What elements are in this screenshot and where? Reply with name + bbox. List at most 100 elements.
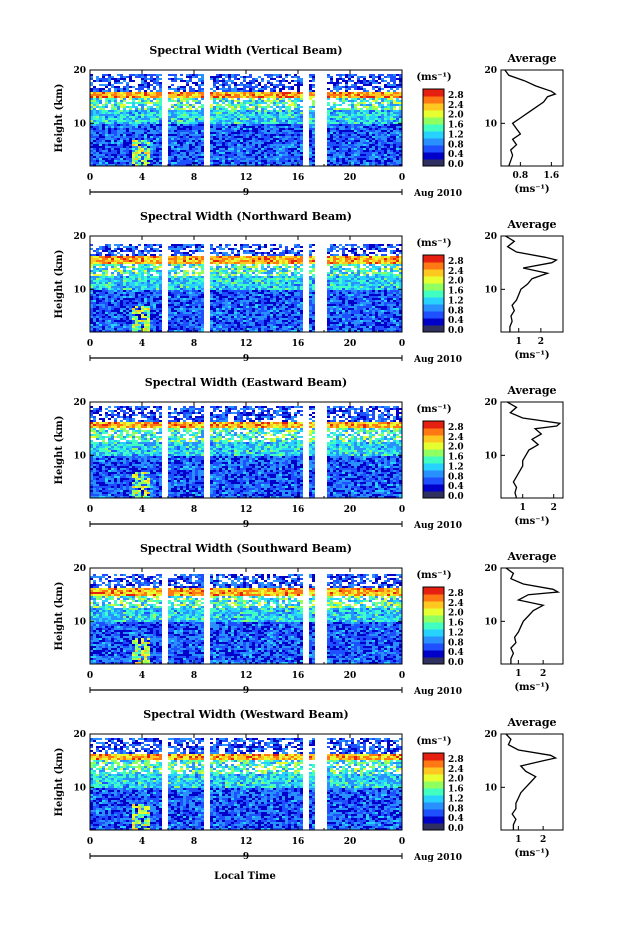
heatmap-cell <box>396 94 399 96</box>
heatmap-cell <box>156 280 159 282</box>
heatmap-cell <box>96 292 99 294</box>
heatmap-cell <box>216 130 219 132</box>
heatmap-cell <box>195 112 198 114</box>
heatmap-cell <box>219 160 222 162</box>
heatmap-cell <box>144 306 147 308</box>
heatmap-cell <box>396 78 399 80</box>
heatmap-cell <box>396 156 399 158</box>
heatmap-cell <box>342 114 345 116</box>
heatmap-cell <box>228 154 231 156</box>
heatmap-cell <box>99 108 102 110</box>
heatmap-cell <box>228 162 231 164</box>
heatmap-cell <box>294 132 297 134</box>
heatmap-cell <box>201 160 204 162</box>
heatmap-cell <box>288 160 291 162</box>
heatmap-cell <box>237 98 240 100</box>
heatmap-cell <box>249 148 252 150</box>
heatmap-cell <box>126 302 129 304</box>
heatmap-cell <box>255 102 258 104</box>
heatmap-cell <box>357 82 360 84</box>
heatmap-cell <box>354 82 357 84</box>
heatmap-cell <box>210 162 213 164</box>
heatmap-cell <box>102 308 105 310</box>
heatmap-cell <box>333 158 336 160</box>
heatmap-cell <box>126 262 129 264</box>
heatmap-cell <box>333 136 336 138</box>
heatmap-cell <box>246 148 249 150</box>
heatmap-cell <box>120 264 123 266</box>
heatmap-cell <box>114 128 117 130</box>
heatmap-cell <box>243 120 246 122</box>
heatmap-cell <box>393 82 396 84</box>
heatmap-cell <box>273 120 276 122</box>
heatmap-cell <box>297 158 300 160</box>
heatmap-cell <box>345 144 348 146</box>
heatmap-cell <box>396 100 399 102</box>
heatmap-cell <box>348 156 351 158</box>
heatmap-cell <box>252 94 255 96</box>
heatmap-cell <box>132 274 135 276</box>
heatmap-cell <box>177 144 180 146</box>
heatmap-cell <box>261 78 264 80</box>
heatmap-cell <box>108 248 111 250</box>
heatmap-cell <box>312 110 315 112</box>
heatmap-cell <box>159 326 162 328</box>
heatmap-cell <box>384 150 387 152</box>
heatmap-cell <box>126 272 129 274</box>
heatmap-cell <box>363 78 366 80</box>
heatmap-cell <box>96 326 99 328</box>
heatmap-cell <box>255 158 258 160</box>
heatmap-cell <box>198 130 201 132</box>
heatmap-cell <box>135 130 138 132</box>
heatmap-cell <box>384 106 387 108</box>
heatmap-cell <box>210 110 213 112</box>
heatmap-cell <box>372 114 375 116</box>
heatmap-cell <box>156 140 159 142</box>
heatmap-cell <box>138 138 141 140</box>
heatmap-cell <box>219 162 222 164</box>
heatmap-cell <box>153 152 156 154</box>
heatmap-cell <box>120 280 123 282</box>
heatmap-cell <box>309 94 312 96</box>
heatmap-cell <box>366 136 369 138</box>
heatmap-cell <box>168 278 171 280</box>
heatmap-cell <box>285 122 288 124</box>
heatmap-cell <box>387 154 390 156</box>
heatmap-cell <box>222 98 225 100</box>
heatmap-cell <box>93 278 96 280</box>
heatmap-cell <box>273 122 276 124</box>
heatmap-cell <box>261 146 264 148</box>
heatmap-cell <box>183 148 186 150</box>
heatmap-cell <box>258 118 261 120</box>
heatmap-cell <box>357 76 360 78</box>
heatmap-cell <box>111 84 114 86</box>
heatmap-cell <box>153 120 156 122</box>
heatmap-cell <box>186 154 189 156</box>
heatmap-cell <box>234 122 237 124</box>
heatmap-cell <box>168 324 171 326</box>
heatmap-cell <box>237 150 240 152</box>
heatmap-cell <box>171 88 174 90</box>
heatmap-cell <box>276 128 279 130</box>
heatmap-cell <box>147 246 150 248</box>
heatmap-cell <box>375 122 378 124</box>
heatmap-cell <box>372 120 375 122</box>
heatmap-cell <box>126 312 129 314</box>
heatmap-cell <box>390 128 393 130</box>
heatmap-cell <box>297 134 300 136</box>
heatmap-cell <box>117 154 120 156</box>
heatmap-cell <box>255 152 258 154</box>
heatmap-cell <box>141 280 144 282</box>
heatmap-cell <box>144 266 147 268</box>
heatmap-cell <box>105 134 108 136</box>
heatmap-cell <box>153 116 156 118</box>
heatmap-cell <box>381 92 384 94</box>
heatmap-cell <box>387 124 390 126</box>
heatmap-cell <box>186 132 189 134</box>
heatmap-cell <box>261 94 264 96</box>
heatmap-cell <box>99 324 102 326</box>
heatmap-cell <box>342 78 345 80</box>
heatmap-cell <box>99 126 102 128</box>
heatmap-cell <box>327 98 330 100</box>
heatmap-cell <box>96 98 99 100</box>
